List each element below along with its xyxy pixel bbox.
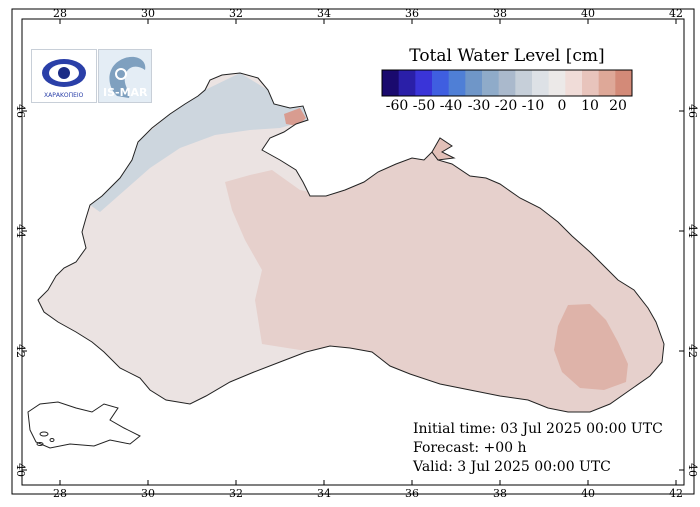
legend-tick: -20 <box>494 98 518 114</box>
colorbar-bin <box>432 70 450 96</box>
lon-label-40: 40 <box>581 7 595 20</box>
sea-warm-anomaly <box>554 304 628 390</box>
legend-tick: 10 <box>581 98 599 114</box>
lon-label-42: 42 <box>669 7 683 20</box>
lon-labels-bottom: 28 30 32 34 36 38 40 42 <box>53 487 683 500</box>
lon-labels-top: 28 30 32 34 36 38 40 42 <box>53 7 683 20</box>
wave-logo-icon <box>109 56 146 98</box>
legend-tick: 0 <box>557 98 567 114</box>
lon-label-28: 28 <box>53 7 67 20</box>
colorbar-bin <box>448 70 466 96</box>
lat-label-40: 40 <box>14 463 27 477</box>
colorbar-bin <box>532 70 550 96</box>
institute-logo-left: ΧΑΡΑΚΟΠΕΙΟ <box>31 49 97 103</box>
lon-label-34: 34 <box>317 7 331 20</box>
lon-label-42: 42 <box>669 487 683 500</box>
lon-label-34: 34 <box>317 487 331 500</box>
lon-label-36: 36 <box>405 487 419 500</box>
colorbar-bin <box>615 70 633 96</box>
colorbar-bin <box>498 70 516 96</box>
legend-title: Total Water Level [cm] <box>409 46 605 66</box>
marmara-coast <box>27 401 141 449</box>
lat-labels-right: 46 44 42 40 <box>686 104 699 477</box>
lat-labels-left: 46 44 42 40 <box>14 104 27 477</box>
legend-tick: -60 <box>385 98 409 114</box>
colorbar-bin <box>415 70 433 96</box>
legend-tick: -50 <box>412 98 436 114</box>
lat-label-42: 42 <box>686 344 699 358</box>
colorbar-bin <box>465 70 483 96</box>
lat-label-44: 44 <box>686 224 699 238</box>
azov-warm-spot <box>284 108 306 126</box>
colorbar-bin <box>548 70 566 96</box>
colorbar-bin <box>582 70 600 96</box>
forecast-step-text: Forecast: +00 h <box>413 440 527 456</box>
colorbar-bin <box>515 70 533 96</box>
lon-label-40: 40 <box>581 487 595 500</box>
ismar-logo: IS-MAR <box>98 49 152 103</box>
lon-label-30: 30 <box>141 7 155 20</box>
colorbar-bin <box>565 70 583 96</box>
logo-right-text: IS-MAR <box>103 86 148 99</box>
lat-label-46: 46 <box>686 104 699 118</box>
lon-label-38: 38 <box>493 487 507 500</box>
lat-label-46: 46 <box>14 104 27 118</box>
map-frame-outer <box>11 8 695 495</box>
colorbar-bin <box>598 70 616 96</box>
colorbar-bin <box>398 70 416 96</box>
legend-tick: -10 <box>521 98 545 114</box>
colorbar-border <box>381 69 633 97</box>
colorbar <box>381 69 633 97</box>
lon-label-38: 38 <box>493 7 507 20</box>
eye-logo-icon <box>42 59 86 87</box>
initial-time-text: Initial time: 03 Jul 2025 00:00 UTC <box>413 421 663 437</box>
colorbar-bin <box>482 70 500 96</box>
lat-label-40: 40 <box>686 463 699 477</box>
colorbar-bin <box>382 70 400 96</box>
legend-tick: -30 <box>467 98 491 114</box>
marmara-islands <box>36 431 55 446</box>
lat-label-44: 44 <box>14 224 27 238</box>
lat-label-42: 42 <box>14 344 27 358</box>
lon-label-32: 32 <box>229 7 243 20</box>
lon-label-32: 32 <box>229 487 243 500</box>
sea-northwest-shelf <box>90 73 308 212</box>
kerch-spit <box>431 137 456 161</box>
logo-left-text: ΧΑΡΑΚΟΠΕΙΟ <box>44 92 84 99</box>
legend-tick: 20 <box>609 98 627 114</box>
valid-time-text: Valid: 3 Jul 2025 00:00 UTC <box>413 459 611 475</box>
lon-label-30: 30 <box>141 487 155 500</box>
legend-tick: -40 <box>439 98 463 114</box>
graticule-ticks <box>22 19 684 485</box>
lon-label-36: 36 <box>405 7 419 20</box>
lon-label-28: 28 <box>53 487 67 500</box>
